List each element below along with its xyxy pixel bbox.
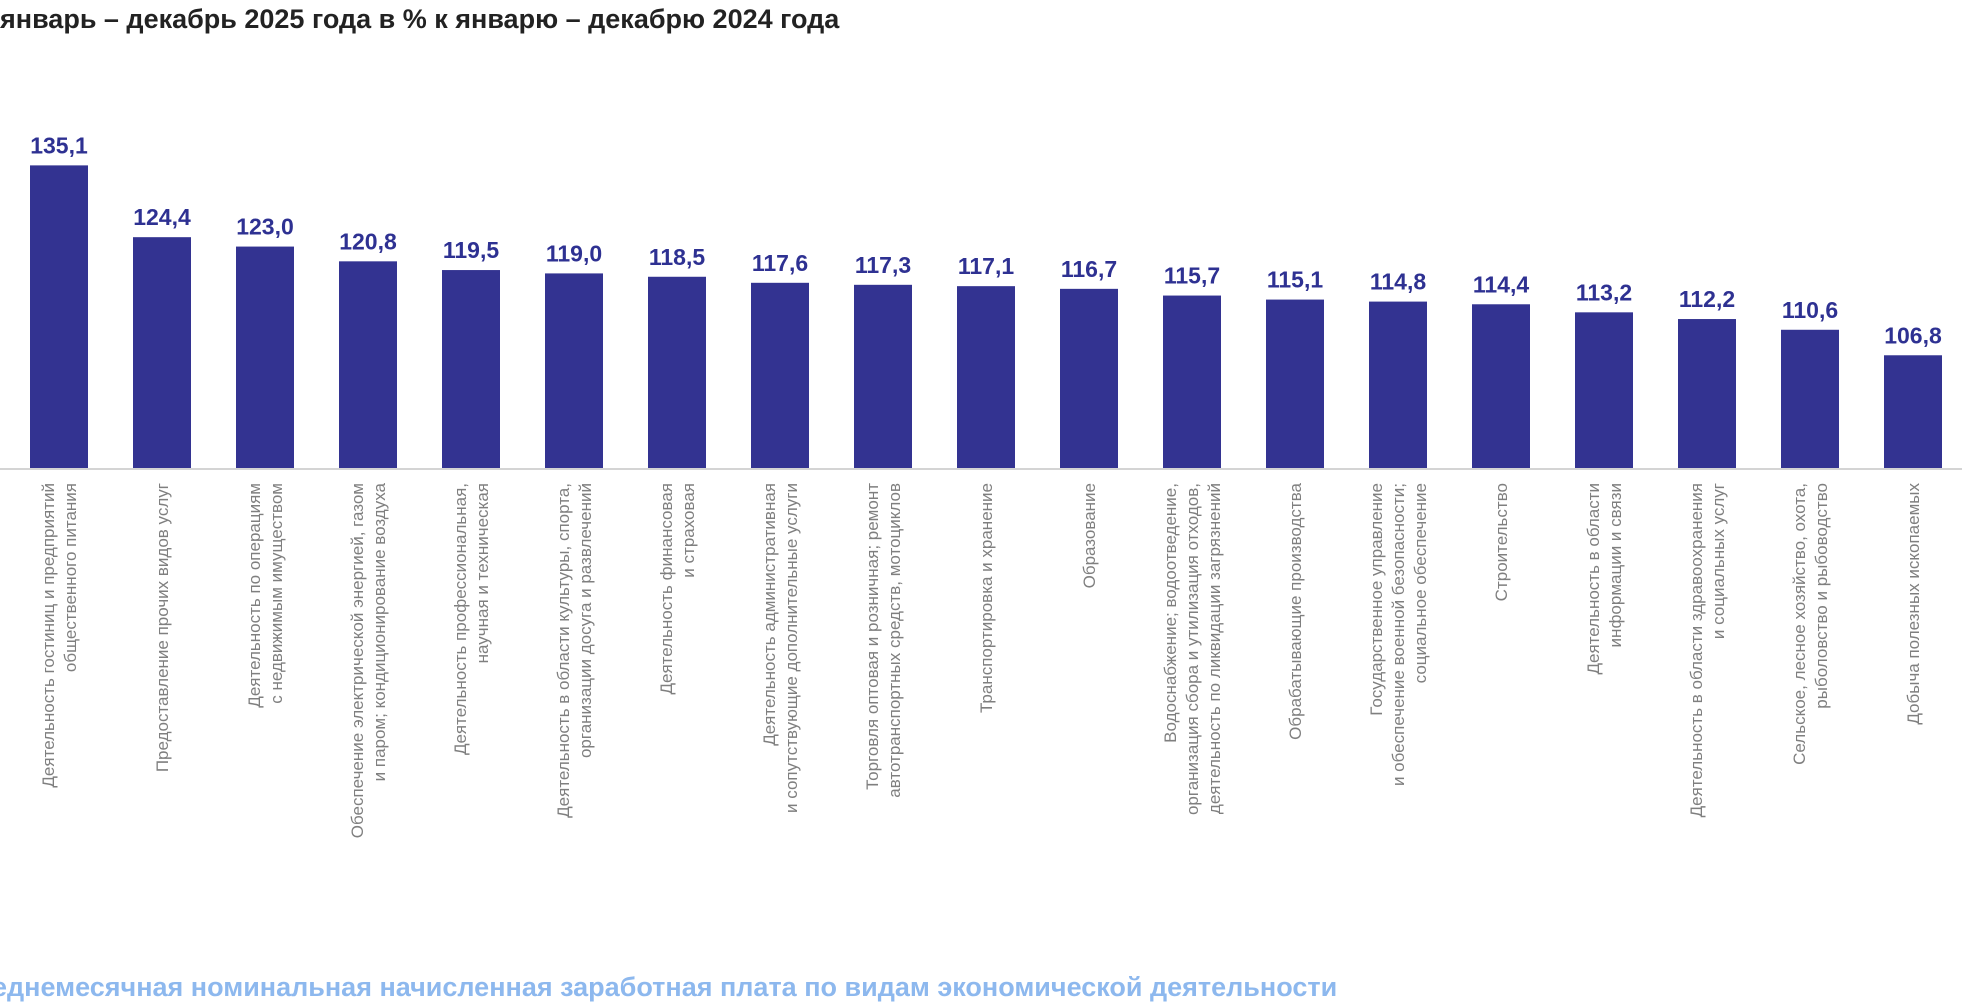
data-label: 115,1 [1267, 267, 1323, 293]
data-label: 106,8 [1884, 322, 1942, 348]
bar [957, 286, 1015, 468]
data-label: 117,6 [752, 250, 808, 276]
bar [751, 282, 809, 468]
data-label: 120,8 [339, 228, 397, 254]
category-label: Деятельность в области здравоохранения [1687, 483, 1706, 817]
bar [30, 165, 88, 468]
category-label: Деятельность профессиональная, [451, 483, 470, 755]
bar [1781, 329, 1839, 468]
category-label: с недвижимым имуществом [267, 483, 286, 704]
category-label: Торговля оптовая и розничная; ремонт [863, 483, 882, 790]
category-label: Деятельность гостиниц и предприятий [39, 483, 58, 788]
data-label: 114,4 [1473, 271, 1529, 297]
category-label: Государственное управление [1367, 483, 1386, 716]
data-label: 124,4 [133, 204, 191, 230]
data-label: 117,3 [855, 252, 911, 278]
category-label: автотранспортных средств, мотоциклов [885, 483, 904, 798]
category-label: Деятельность финансовая [657, 483, 676, 695]
category-label: Водоснабжение; водоотведение, [1161, 483, 1180, 743]
data-label: 112,2 [1679, 286, 1735, 312]
category-label: Обрабатывающие производства [1286, 482, 1305, 739]
bar [1163, 295, 1221, 468]
category-label: и страховая [679, 483, 698, 578]
bar [545, 273, 603, 468]
bar [1472, 304, 1530, 468]
category-label: научная и техническая [473, 483, 492, 663]
category-label: и сопутствующие дополнительные услуги [782, 483, 801, 813]
category-label: Деятельность административная [760, 483, 779, 746]
bar [236, 246, 294, 468]
category-label: информации и связи [1606, 483, 1625, 647]
data-label: 113,2 [1576, 279, 1632, 305]
bar [1369, 301, 1427, 468]
data-label: 119,0 [546, 240, 602, 266]
bar [442, 270, 500, 468]
category-label: деятельность по ликвидации загрязнений [1205, 483, 1224, 814]
category-label: и обеспечение военной безопасности; [1389, 483, 1408, 786]
data-label: 115,7 [1164, 263, 1220, 289]
data-label: 117,1 [958, 253, 1014, 279]
bar [1266, 299, 1324, 468]
data-label: 119,5 [443, 237, 499, 263]
category-label: Транспортировка и хранение [977, 483, 996, 713]
category-label: Строительство [1492, 483, 1511, 601]
category-label: и социальных услуг [1709, 483, 1728, 639]
data-label: 135,1 [30, 132, 88, 158]
category-label: социальное обеспечение [1411, 483, 1430, 683]
bar [339, 261, 397, 468]
bar [648, 276, 706, 468]
bar [854, 284, 912, 468]
category-label: Предоставление прочих видов услуг [153, 483, 172, 772]
category-label: организация сбора и утилизация отходов, [1183, 483, 1202, 815]
bar [1575, 312, 1633, 468]
category-label: Сельское, лесное хозяйство, охота, [1790, 483, 1809, 765]
category-label: Деятельность в области культуры, спорта, [554, 483, 573, 818]
next-section-title: Среднемесячная номинальная начисленная з… [0, 972, 1338, 1002]
data-label: 123,0 [236, 214, 294, 240]
category-label: Добыча полезных ископаемых [1904, 483, 1923, 725]
bar [1060, 288, 1118, 468]
bar [1884, 355, 1942, 468]
category-label: организации досуга и развлечений [576, 483, 595, 758]
bar [1678, 319, 1736, 468]
data-label: 110,6 [1782, 297, 1838, 323]
chart-title: январь – декабрь 2025 года в % к январю … [0, 4, 840, 34]
data-label: 118,5 [649, 244, 705, 270]
bar [133, 237, 191, 468]
category-label: рыболовство и рыбоводство [1812, 483, 1831, 709]
category-label: Деятельность по операциям [245, 483, 264, 708]
data-label: 114,8 [1370, 269, 1426, 295]
data-label: 116,7 [1061, 256, 1117, 282]
category-label: и паром; кондиционирование воздуха [370, 482, 389, 781]
category-label: Деятельность в области [1584, 483, 1603, 674]
category-label: Обеспечение электрической энергией, газо… [348, 483, 367, 838]
category-label: общественного питания [61, 483, 80, 672]
category-label: Образование [1080, 483, 1099, 588]
